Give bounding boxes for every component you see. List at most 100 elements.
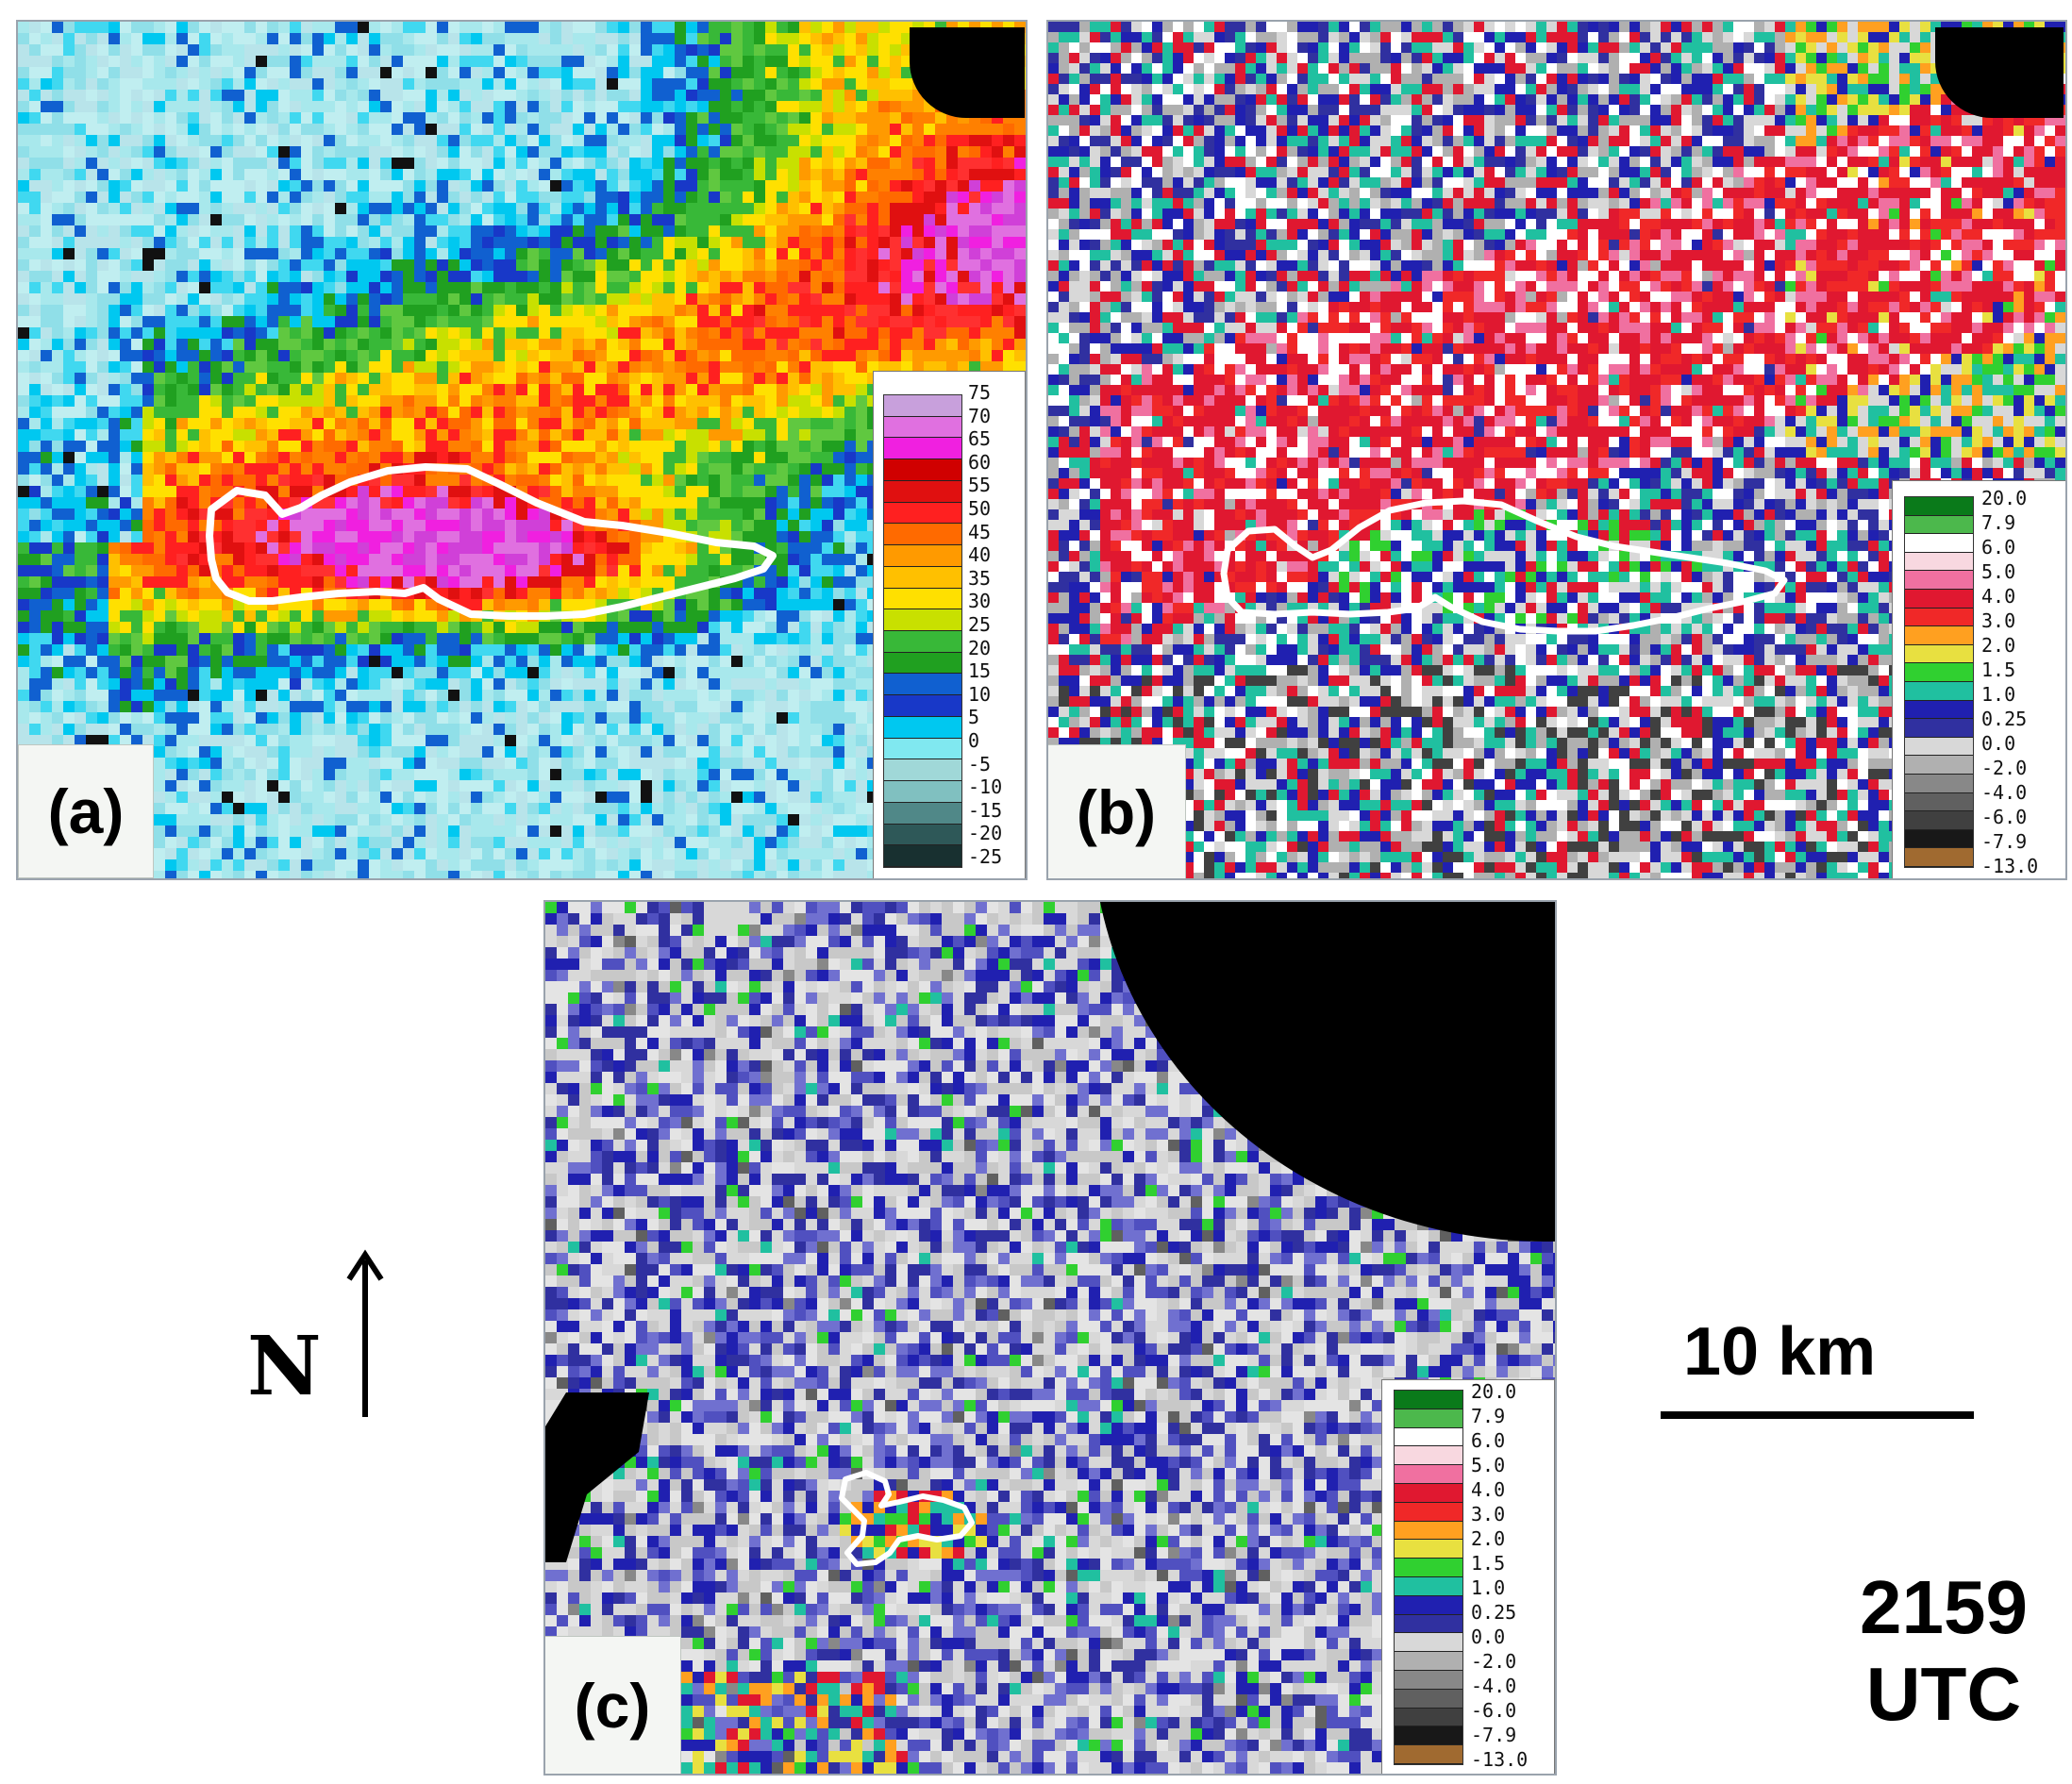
- colorbar-swatch: [1395, 1577, 1462, 1596]
- colorbar-swatch: [1905, 682, 1973, 701]
- colorbar-tick-label: 20.0: [1471, 1382, 1516, 1401]
- colorbar-tick-label: -2.0: [1981, 759, 2027, 777]
- panel-label-b: (b): [1048, 744, 1186, 878]
- colorbar-swatch: [1395, 1465, 1462, 1484]
- colorbar-swatch: [884, 502, 961, 525]
- north-label: N: [247, 1319, 322, 1414]
- radar-blanked-area: [910, 27, 1025, 118]
- colorbar-tick-label: 0.0: [1981, 734, 2015, 753]
- colorbar-tick-label: 0.0: [1471, 1627, 1505, 1646]
- colorbar-swatch: [1395, 1595, 1462, 1615]
- colorbar-swatch: [884, 524, 961, 546]
- panel-a-reflectivity: 75 70 65 60 55 50 45 40 35 30 25 20 15 10 5 0 -5 -10 -15 -2…: [16, 20, 1028, 880]
- colorbar-swatch: [1395, 1446, 1462, 1466]
- colorbar-swatches: [1394, 1390, 1463, 1765]
- colorbar-tick-label: -5: [968, 755, 991, 774]
- colorbar-tick-label: 15: [968, 661, 991, 680]
- outline-region-a: [206, 463, 777, 620]
- colorbar-tick-label: 4.0: [1471, 1480, 1505, 1499]
- radar-blanked-area: [1935, 27, 2064, 118]
- colorbar-tick-label: 2.0: [1981, 636, 2015, 655]
- colorbar-swatch: [1905, 700, 1973, 720]
- colorbar-swatch: [1395, 1689, 1462, 1709]
- colorbar-swatch: [884, 459, 961, 481]
- panel-c-zdr: 20.0 7.9 6.0 5.0 4.0 3.0 2.0 1.5 1.0 0.25 0.0 -2.0 -…: [543, 900, 1557, 1776]
- colorbar-tick-label: 55: [968, 475, 991, 494]
- colorbar-swatch: [1395, 1427, 1462, 1447]
- colorbar-tick-label: 0: [968, 731, 979, 750]
- colorbar-swatch: [1395, 1633, 1462, 1653]
- colorbar-swatch: [884, 545, 961, 567]
- colorbar-tick-label: 3.0: [1471, 1505, 1505, 1524]
- colorbar-tick-label: 70: [968, 407, 991, 425]
- colorbar-swatches: [883, 394, 962, 868]
- colorbar-swatch: [1395, 1614, 1462, 1634]
- outline-region-c: [839, 1470, 975, 1567]
- colorbar-swatch: [1395, 1521, 1462, 1541]
- panel-b-zdr: 20.0 7.9 6.0 5.0 4.0 3.0 2.0 1.5 1.0 0.25 0.0 -2.0 -…: [1046, 20, 2067, 880]
- panel-label-a: (a): [18, 744, 154, 878]
- colorbar-swatch: [884, 588, 961, 610]
- colorbar-tick-label: -7.9: [1471, 1726, 1516, 1744]
- colorbar-swatches: [1904, 496, 1974, 868]
- colorbar-swatch: [884, 781, 961, 803]
- colorbar-swatch: [884, 674, 961, 696]
- colorbar-swatch: [1905, 737, 1973, 757]
- colorbar-swatch: [884, 652, 961, 675]
- colorbar-tick-label: 5.0: [1471, 1456, 1505, 1475]
- colorbar-swatch: [884, 566, 961, 589]
- colorbar-tick-label: -25: [968, 847, 1002, 866]
- north-arrow-icon: [346, 1249, 384, 1417]
- colorbar-swatch: [884, 824, 961, 846]
- colorbar-swatch: [1905, 608, 1973, 627]
- colorbar-tick-label: 35: [968, 569, 991, 588]
- colorbar-swatch: [1905, 534, 1973, 553]
- colorbar-swatch: [1905, 497, 1973, 516]
- colorbar-tick-label: 20.0: [1981, 489, 2027, 508]
- colorbar-swatch: [884, 480, 961, 503]
- colorbar-tick-label: 10: [968, 685, 991, 704]
- colorbar-swatch: [1395, 1484, 1462, 1503]
- colorbar-swatch: [1905, 756, 1973, 775]
- colorbar-tick-label: -13.0: [1471, 1750, 1528, 1769]
- colorbar-tick-label: 1.5: [1981, 660, 2015, 679]
- colorbar-swatch: [884, 416, 961, 439]
- scale-bar-label: 10 km: [1683, 1313, 1876, 1391]
- colorbar-tick-label: -7.9: [1981, 832, 2027, 851]
- colorbar-swatch: [1395, 1671, 1462, 1690]
- panel-label-c-text: (c): [575, 1670, 651, 1742]
- colorbar-swatch: [884, 609, 961, 631]
- colorbar-swatch: [884, 759, 961, 782]
- colorbar-tick-label: 75: [968, 383, 991, 402]
- colorbar-swatch: [884, 802, 961, 825]
- colorbar-swatch: [1905, 792, 1973, 812]
- colorbar-tick-label: 6.0: [1471, 1431, 1505, 1450]
- colorbar-zdr: 20.0 7.9 6.0 5.0 4.0 3.0 2.0 1.5 1.0 0.25 0.0 -2.0 -…: [1892, 480, 2065, 878]
- colorbar-tick-label: 4.0: [1981, 587, 2015, 606]
- colorbar-swatch: [1395, 1708, 1462, 1727]
- panel-label-c: (c): [545, 1636, 681, 1774]
- colorbar-tick-label: 5: [968, 708, 979, 726]
- colorbar-tick-label: 2.0: [1471, 1529, 1505, 1548]
- colorbar-tick-label: 60: [968, 453, 991, 472]
- colorbar-swatch: [1395, 1540, 1462, 1559]
- time-value: 2159: [1840, 1564, 2047, 1651]
- colorbar-swatch: [1905, 719, 1973, 738]
- colorbar-swatch: [1395, 1391, 1462, 1409]
- colorbar-swatch: [1905, 775, 1973, 793]
- colorbar-swatch: [1905, 552, 1973, 572]
- colorbar-tick-label: 7.9: [1981, 513, 2015, 532]
- colorbar-tick-label: 1.0: [1981, 685, 2015, 704]
- zdr-field: [545, 902, 1555, 1774]
- outline-region-b: [1220, 497, 1788, 635]
- colorbar-tick-label: 30: [968, 592, 991, 610]
- colorbar-swatch: [1905, 590, 1973, 609]
- colorbar-tick-label: 0.25: [1471, 1603, 1516, 1622]
- colorbar-tick-label: 20: [968, 639, 991, 658]
- colorbar-tick-label: -4.0: [1981, 783, 2027, 802]
- colorbar-tick-label: 25: [968, 615, 991, 634]
- colorbar-tick-label: 6.0: [1981, 538, 2015, 557]
- colorbar-swatch: [1395, 1502, 1462, 1522]
- colorbar-tick-label: -15: [968, 801, 1002, 820]
- colorbar-swatch: [1395, 1559, 1462, 1577]
